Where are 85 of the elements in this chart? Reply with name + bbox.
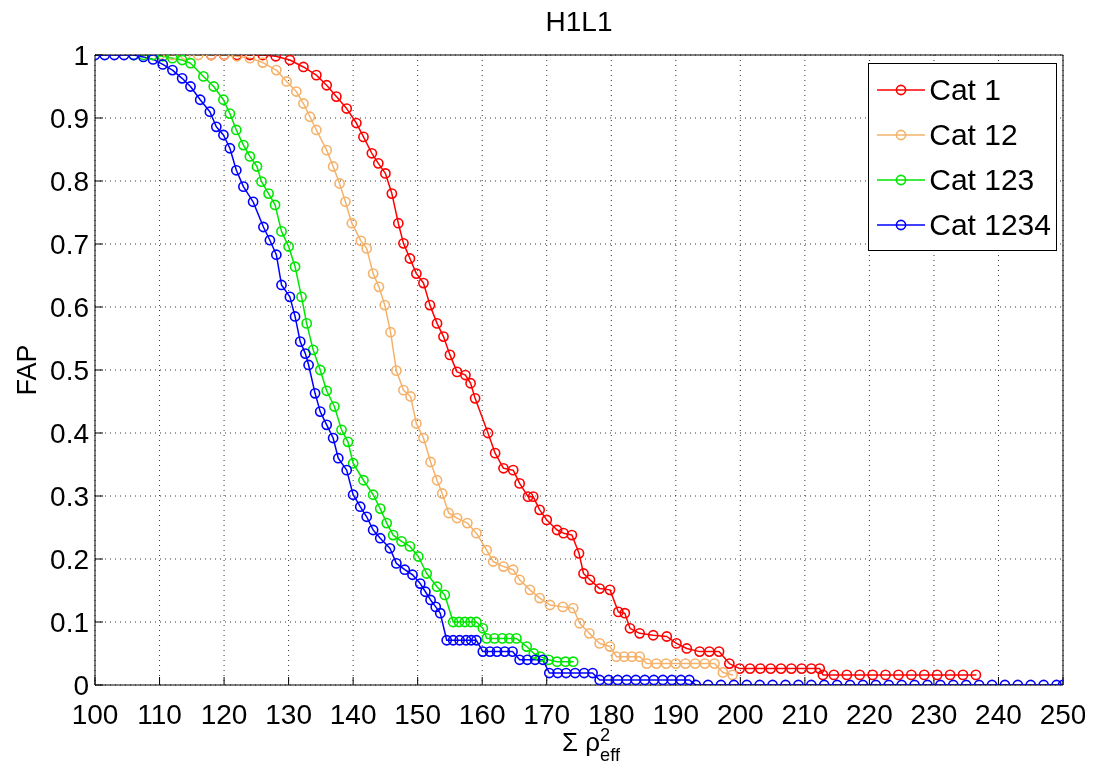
point [387,529,399,541]
point [447,616,459,628]
point [342,436,354,448]
x-tick-label: 140 [329,698,377,730]
point [358,474,369,486]
y-tick-label: 1 [73,39,89,71]
point [307,344,319,356]
legend-label: Cat 12 [929,117,1018,151]
y-tick-label: 0.7 [50,228,89,260]
point [489,632,500,644]
x-tick-label: 190 [652,698,700,730]
x-tick-label: 220 [846,698,893,730]
point [503,632,515,644]
point [431,581,443,593]
point [251,161,263,172]
point [296,291,307,303]
x-tick-label: 250 [1039,698,1087,730]
point [198,71,209,82]
point [412,551,424,562]
point [404,541,416,552]
point [567,656,579,668]
point [481,632,493,644]
point [528,648,540,659]
x-tick-label: 120 [200,698,248,730]
point [543,654,555,666]
point [185,57,196,69]
y-tick-label: 0.1 [50,606,89,638]
y-tick-label: 0.6 [50,291,89,323]
point [465,616,476,628]
point [329,401,340,412]
point [560,656,571,668]
y-tick-label: 0.5 [50,354,89,386]
legend-label: Cat 1234 [929,207,1051,241]
legend-label: Cat 1 [929,72,1001,106]
x-tick-label: 100 [71,698,119,730]
point [218,94,229,106]
point [208,81,220,92]
point [511,632,522,644]
point [289,261,301,273]
point [396,535,407,547]
chart-title: H1L1 [544,6,614,37]
point [421,568,433,579]
x-tick-label: 200 [716,698,764,730]
x-tick-label: 170 [523,698,571,730]
point [336,424,347,436]
point [238,139,249,151]
y-tick-label: 0 [73,669,89,701]
point [496,632,508,644]
x-tick-label: 110 [137,698,182,730]
x-tick-label: 130 [265,698,312,730]
point [321,385,333,397]
legend-label: Cat 123 [929,162,1035,196]
y-tick-label: 0.4 [50,417,89,449]
point [347,457,359,469]
point [283,241,294,252]
point [521,641,533,652]
point [551,656,563,668]
point [453,616,465,628]
point [477,622,489,634]
x-tick-label: 210 [781,698,829,730]
point [269,199,281,211]
point [224,108,236,119]
point [276,226,287,237]
y-axis-title: FAP [12,344,42,396]
x-tick-label: 240 [975,698,1022,730]
point [470,616,482,628]
point [439,589,451,601]
point [256,176,267,188]
point [381,517,393,529]
point [314,364,326,376]
point [374,503,386,514]
x-tick-label: 150 [394,698,442,730]
x-tick-label: 230 [910,698,958,730]
point [263,188,274,199]
point [459,616,471,628]
y-tick-label: 0.9 [50,102,89,134]
y-tick-label: 0.2 [50,543,89,575]
y-tick-label: 0.8 [50,165,89,197]
point [244,151,256,162]
point [301,317,313,329]
point [230,124,242,136]
point [367,489,379,501]
y-tick-label: 0.3 [50,480,89,512]
point [176,55,188,66]
x-tick-label: 160 [458,698,506,730]
